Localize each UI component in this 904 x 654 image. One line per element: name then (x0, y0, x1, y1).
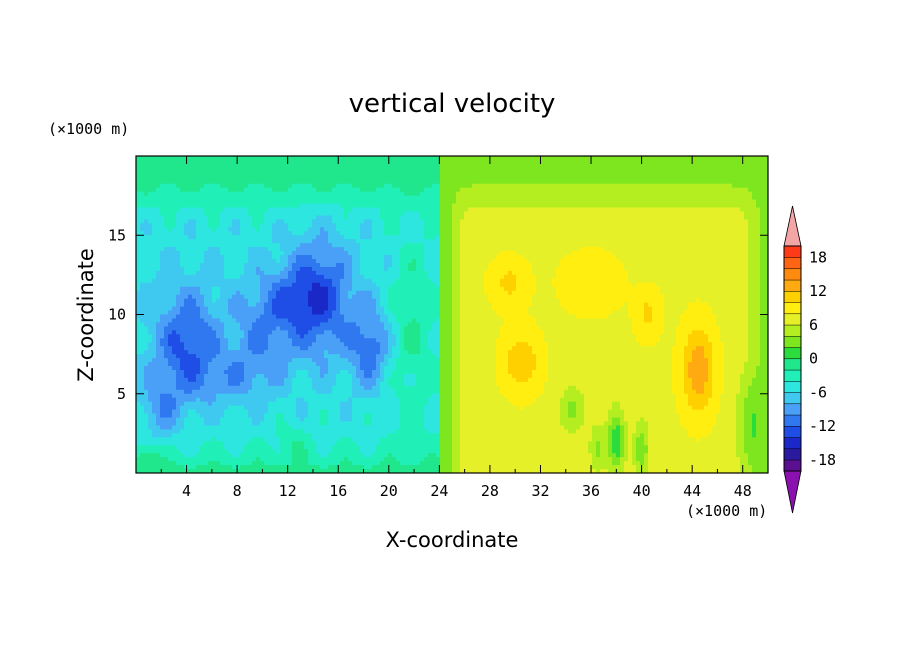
colorbar-tick-label: -18 (809, 451, 836, 469)
colorbar-swatch (783, 448, 802, 461)
colorbar-frame (783, 245, 802, 472)
colorbar-swatch (783, 268, 802, 281)
colorbar-swatch (783, 380, 802, 393)
colorbar: 18 12 6 0 -6 -12 -18 (783, 205, 836, 514)
x-tick-label: 20 (380, 482, 398, 500)
x-tick-label: 8 (233, 482, 242, 500)
colorbar-swatch (783, 369, 802, 382)
chart-title: vertical velocity (349, 89, 556, 119)
y-tick-label: 10 (108, 306, 126, 324)
colorbar-swatch (783, 414, 802, 427)
x-tick-label: 28 (481, 482, 499, 500)
colorbar-tick-label: 0 (809, 350, 818, 368)
y-tick-label: 5 (117, 385, 126, 403)
colorbar-tick-label: 18 (809, 248, 827, 266)
colorbar-swatch (783, 425, 802, 438)
x-tick-label: 12 (279, 482, 297, 500)
x-tick-label: 16 (329, 482, 347, 500)
y-unit-label: (×1000 m) (48, 120, 129, 138)
colorbar-swatch (783, 403, 802, 416)
colorbar-swatch (783, 279, 802, 292)
x-axis-label: X-coordinate (386, 528, 519, 552)
colorbar-swatch (783, 245, 802, 258)
x-tick-label: 24 (430, 482, 448, 500)
colorbar-tick-label: -6 (809, 383, 827, 401)
colorbar-swatch (783, 290, 802, 303)
contour-plot-area (136, 156, 768, 473)
colorbar-swatch (783, 347, 802, 360)
colorbar-swatch (783, 358, 802, 371)
colorbar-swatch (783, 302, 802, 315)
colorbar-tick-label: 12 (809, 282, 827, 300)
x-axis-ticks: 4 8 12 16 20 24 28 32 36 40 44 48 (160, 156, 752, 500)
colorbar-swatch (783, 257, 802, 270)
y-axis-ticks: 5 10 15 (108, 226, 768, 403)
x-tick-label: 44 (683, 482, 701, 500)
colorbar-swatch (783, 392, 802, 405)
x-tick-label: 4 (182, 482, 191, 500)
colorbar-under-arrow (783, 470, 802, 514)
y-axis-label: Z-coordinate (74, 248, 98, 382)
colorbar-tick-label: -12 (809, 417, 836, 435)
x-tick-label: 40 (633, 482, 651, 500)
colorbar-over-arrow (783, 205, 802, 247)
colorbar-swatch (783, 437, 802, 450)
colorbar-swatch (783, 335, 802, 348)
y-tick-label: 15 (108, 226, 126, 244)
colorbar-swatch (783, 459, 802, 472)
colorbar-swatch (783, 313, 802, 326)
x-tick-label: 48 (734, 482, 752, 500)
x-tick-label: 36 (582, 482, 600, 500)
colorbar-swatch (783, 324, 802, 337)
x-tick-label: 32 (531, 482, 549, 500)
x-unit-label: (×1000 m) (686, 502, 767, 520)
colorbar-tick-label: 6 (809, 316, 818, 334)
